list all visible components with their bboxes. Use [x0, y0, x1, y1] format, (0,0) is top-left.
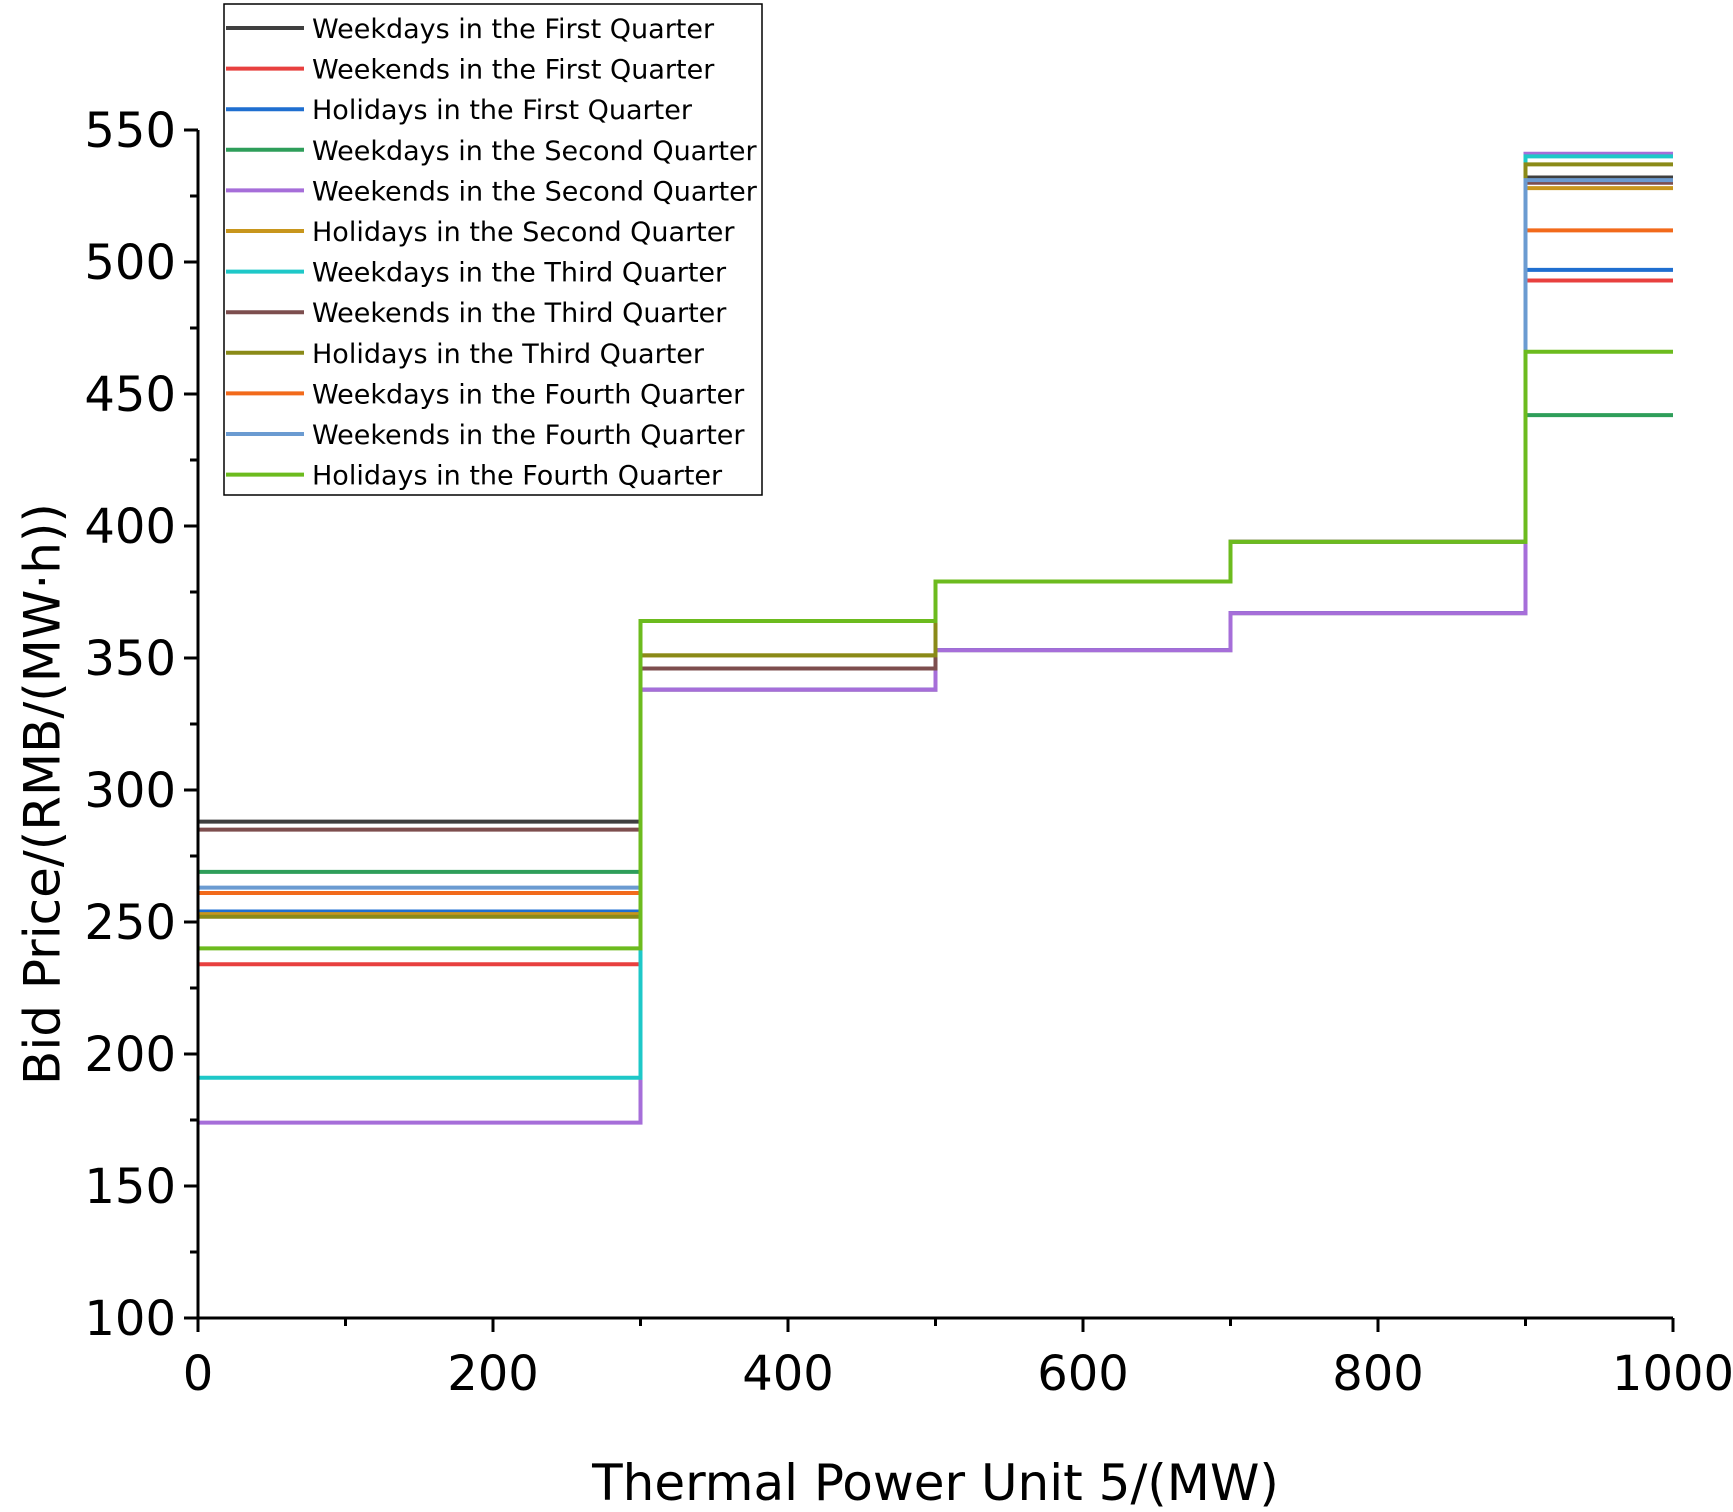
- x-axis-title: Thermal Power Unit 5/(MW): [591, 1454, 1279, 1512]
- x-tick-label: 400: [742, 1346, 834, 1402]
- y-tick-label: 500: [84, 235, 176, 291]
- legend-label: Holidays in the Third Quarter: [312, 339, 705, 370]
- y-axis-title: Bid Price/(RMB/(MW·h)): [14, 503, 72, 1085]
- legend-label: Weekends in the First Quarter: [312, 55, 715, 86]
- legend-label: Weekdays in the Second Quarter: [312, 136, 758, 167]
- legend: Weekdays in the First Quarter Weekends in…: [223, 3, 763, 496]
- y-tick-label: 350: [84, 631, 176, 687]
- legend-label: Weekdays in the First Quarter: [312, 14, 715, 45]
- legend-label: Holidays in the Second Quarter: [312, 217, 735, 248]
- y-tick-label: 100: [84, 1291, 176, 1347]
- x-tick-label: 1000: [1612, 1346, 1733, 1402]
- legend-box: [223, 3, 763, 496]
- y-tick-label: 550: [84, 103, 176, 159]
- legend-label: Weekends in the Fourth Quarter: [312, 420, 745, 451]
- legend-label: Holidays in the Fourth Quarter: [312, 461, 723, 492]
- legend-label: Weekends in the Third Quarter: [312, 298, 727, 329]
- x-tick-label: 0: [183, 1346, 214, 1402]
- series-layer: [198, 151, 1673, 1125]
- x-tick-label: 800: [1332, 1346, 1424, 1402]
- y-ticks: 100 150 200 250 300 350 400 450 500 550: [84, 103, 198, 1347]
- y-tick-label: 300: [84, 763, 176, 819]
- series-line-12: [198, 349, 1673, 951]
- y-tick-label: 450: [84, 367, 176, 423]
- y-tick-label: 250: [84, 895, 176, 951]
- x-tick-label: 200: [447, 1346, 539, 1402]
- legend-label: Weekdays in the Third Quarter: [312, 258, 727, 289]
- legend-label: Weekdays in the Fourth Quarter: [312, 379, 745, 410]
- legend-label: Holidays in the First Quarter: [312, 95, 693, 126]
- x-ticks: 0 200 400 600 800 1000: [183, 1318, 1733, 1402]
- legend-label: Weekends in the Second Quarter: [312, 176, 758, 207]
- axes-layer: 0 200 400 600 800 1000 100 150 200 250 300 350 400 4…: [84, 103, 1733, 1402]
- y-tick-label: 150: [84, 1159, 176, 1215]
- y-tick-label: 400: [84, 499, 176, 555]
- x-tick-label: 600: [1037, 1346, 1129, 1402]
- legend-items: Weekdays in the First Quarter Weekends in…: [226, 14, 758, 492]
- y-tick-label: 200: [84, 1027, 176, 1083]
